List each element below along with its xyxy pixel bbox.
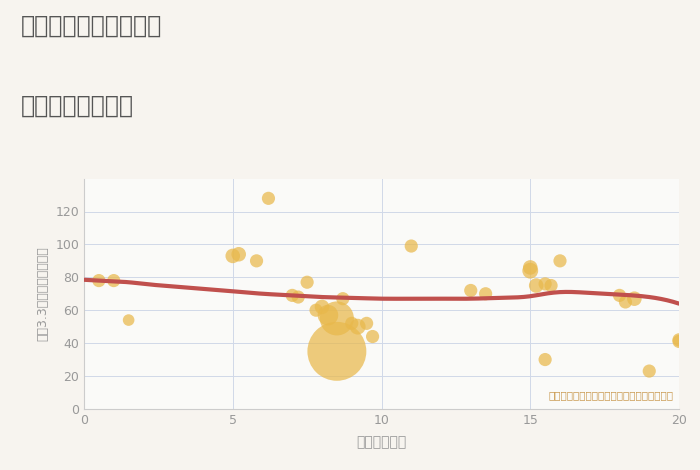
- Text: 駅距離別土地価格: 駅距離別土地価格: [21, 94, 134, 118]
- Point: [331, 348, 342, 355]
- Text: 大阪府茨木市畑田町の: 大阪府茨木市畑田町の: [21, 14, 162, 38]
- Point: [123, 316, 134, 324]
- Point: [545, 282, 557, 289]
- Point: [346, 320, 357, 327]
- Point: [310, 306, 321, 314]
- Point: [673, 336, 685, 344]
- Y-axis label: 坪（3.3㎡）単価（万円）: 坪（3.3㎡）単価（万円）: [36, 246, 50, 341]
- Point: [540, 280, 551, 288]
- Point: [316, 303, 328, 311]
- Point: [614, 291, 625, 299]
- Text: 円の大きさは、取引のあった物件面積を示す: 円の大きさは、取引のあった物件面積を示す: [548, 390, 673, 400]
- Point: [480, 290, 491, 298]
- Point: [531, 282, 542, 289]
- Point: [293, 293, 304, 301]
- Point: [644, 368, 655, 375]
- Point: [287, 291, 298, 299]
- Point: [263, 195, 274, 202]
- Point: [554, 257, 566, 265]
- Point: [93, 277, 104, 284]
- Point: [352, 323, 363, 330]
- Point: [302, 278, 313, 286]
- Point: [227, 252, 238, 259]
- Point: [406, 243, 417, 250]
- Point: [620, 298, 631, 306]
- Point: [361, 320, 372, 327]
- Point: [337, 295, 349, 303]
- X-axis label: 駅距離（分）: 駅距離（分）: [356, 435, 407, 449]
- Point: [251, 257, 262, 265]
- Point: [525, 267, 536, 274]
- Point: [673, 337, 685, 345]
- Point: [233, 251, 244, 258]
- Point: [540, 356, 551, 363]
- Point: [108, 277, 119, 284]
- Point: [465, 287, 476, 294]
- Point: [322, 312, 333, 319]
- Point: [367, 333, 378, 340]
- Point: [331, 315, 342, 322]
- Point: [629, 295, 640, 303]
- Point: [525, 264, 536, 271]
